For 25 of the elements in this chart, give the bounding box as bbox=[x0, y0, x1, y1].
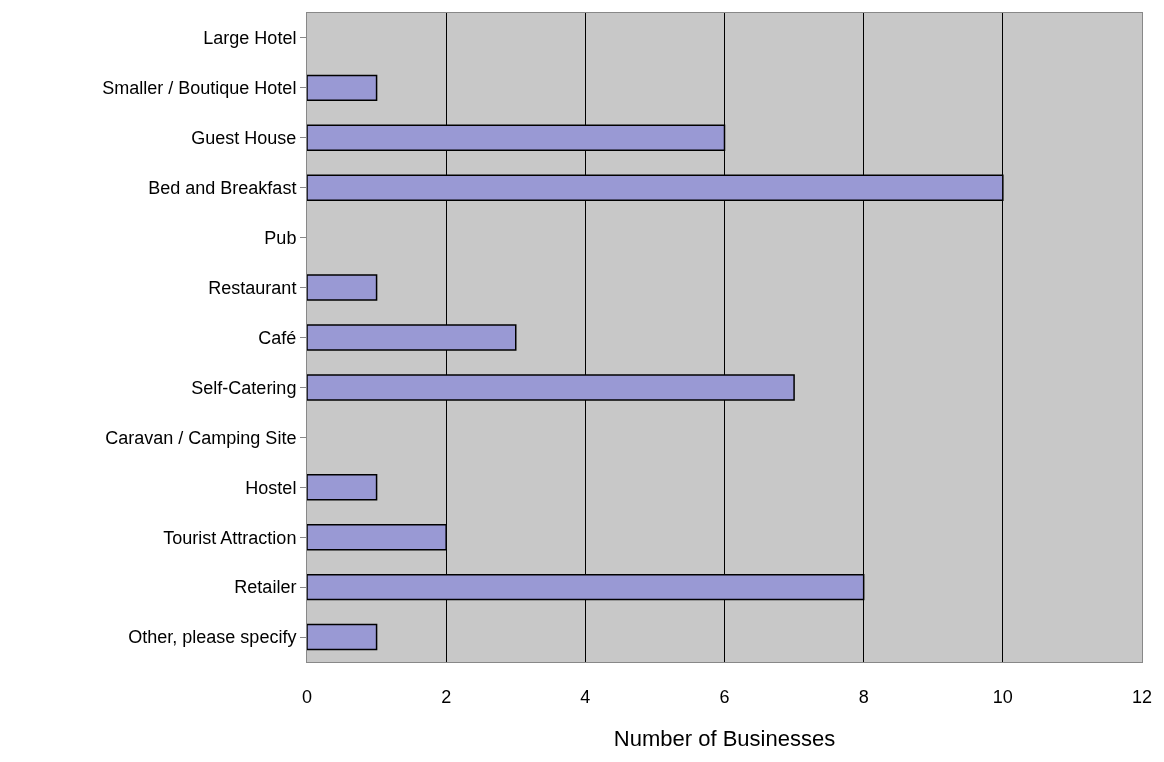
y-tick-label: Caravan / Camping Site bbox=[105, 427, 297, 448]
y-tick-label: Tourist Attraction bbox=[163, 527, 297, 548]
y-tick-label: Restaurant bbox=[208, 277, 297, 298]
y-tick-label: Retailer bbox=[234, 577, 297, 598]
x-tick-label: 8 bbox=[858, 686, 869, 707]
x-tick-label: 6 bbox=[719, 686, 730, 707]
x-axis-title: Number of Businesses bbox=[613, 726, 836, 752]
y-tick-label: Large Hotel bbox=[203, 28, 297, 49]
y-tick-label: Pub bbox=[264, 227, 297, 248]
x-tick-label: 2 bbox=[441, 686, 452, 707]
x-tick-label: 12 bbox=[1131, 686, 1153, 707]
bar bbox=[307, 274, 378, 301]
y-tick-label: Bed and Breakfast bbox=[148, 178, 297, 199]
bar bbox=[307, 74, 378, 102]
x-tick-label: 4 bbox=[580, 686, 591, 707]
y-tick-label: Self-Catering bbox=[191, 377, 297, 398]
y-tick-label: Other, please specify bbox=[128, 627, 297, 648]
bar bbox=[307, 623, 378, 651]
x-tick-label: 0 bbox=[301, 686, 313, 707]
x-tick-label: 10 bbox=[992, 686, 1013, 707]
y-tick-label: Café bbox=[258, 327, 297, 348]
y-tick-label: Smaller / Boutique Hotel bbox=[102, 78, 297, 99]
y-tick-label: Guest House bbox=[191, 128, 297, 149]
bar bbox=[307, 474, 378, 501]
y-tick-label: Hostel bbox=[245, 477, 297, 498]
